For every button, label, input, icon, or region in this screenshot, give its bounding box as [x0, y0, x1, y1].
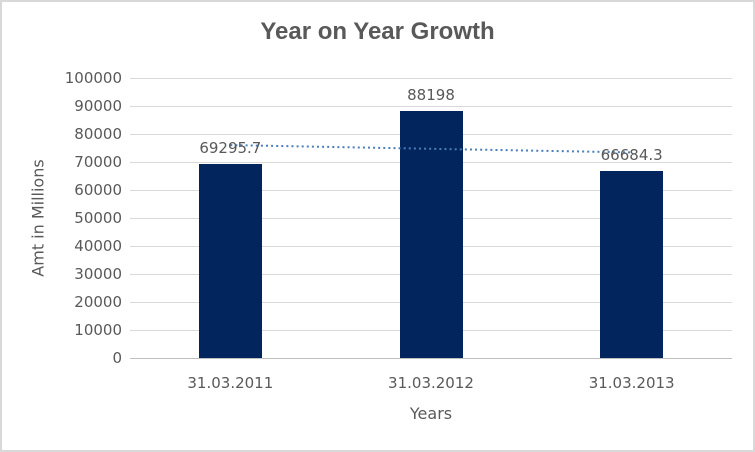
y-tick-label: 90000 — [74, 97, 122, 115]
data-label: 69295.7 — [199, 138, 262, 157]
y-tick-label: 60000 — [74, 181, 122, 199]
bar-31.03.2013[interactable] — [600, 171, 664, 358]
x-tick-label: 31.03.2012 — [388, 374, 474, 392]
chart-title: Year on Year Growth — [260, 18, 495, 45]
y-tick-label: 100000 — [64, 69, 122, 87]
bar-31.03.2011[interactable] — [198, 163, 262, 358]
trendline-path[interactable] — [230, 144, 632, 154]
y-tick-label: 40000 — [74, 237, 122, 255]
gridline — [130, 78, 732, 79]
x-tick-label: 31.03.2013 — [588, 374, 675, 392]
y-tick-label: 80000 — [74, 125, 122, 143]
y-tick-label: 30000 — [74, 265, 122, 283]
x-tick-label: 31.03.2011 — [187, 374, 274, 392]
x-axis-title: Years — [409, 404, 453, 423]
bar-31.03.2012[interactable] — [399, 111, 463, 358]
trendline[interactable] — [130, 78, 732, 358]
y-tick-label: 20000 — [74, 293, 122, 311]
y-tick-label: 10000 — [74, 321, 122, 339]
y-tick-label: 70000 — [74, 153, 122, 171]
x-axis-line — [130, 358, 732, 359]
data-label: 88198 — [407, 86, 455, 105]
y-tick-label: 50000 — [74, 209, 122, 227]
data-label: 66684.3 — [600, 146, 663, 165]
gridline — [130, 106, 732, 107]
y-tick-label: 0 — [112, 349, 122, 367]
